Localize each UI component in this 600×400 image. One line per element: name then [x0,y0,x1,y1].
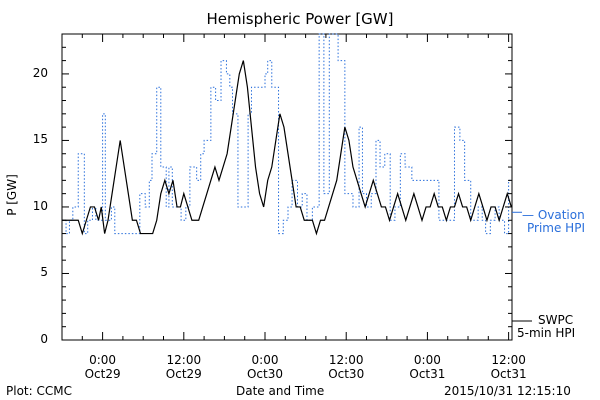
series-swpc-hpi [62,60,532,322]
plot-frame [61,33,513,341]
plot-timestamp: 2015/10/31 12:15:10 [444,384,571,398]
plot-credit: Plot: CCMC [6,384,72,398]
y-tick-label: 15 [32,132,48,147]
legend-swpc-line1: SWPC [538,313,574,327]
x-tick-label-time: 12:00 [328,353,364,367]
x-tick-label-date: Oct30 [246,367,284,381]
axes [61,33,513,341]
x-tick-label-date: Oct30 [328,367,365,381]
legend-swpc-line2: 5-min HPI [517,326,576,340]
y-tick-label: 0 [40,332,48,346]
legend-ovation-line2: Prime HPI [527,221,585,235]
chart-title: Hemispheric Power [GW] [206,10,394,28]
x-tick-label-time: 0:00 [251,353,279,367]
x-tick-label-time: 12:00 [491,353,526,367]
swpc-line [62,60,512,236]
series-ovation-prime-hpi [62,33,522,235]
ovation-step-line [62,33,512,235]
legend-ovation-line1: — Ovation [522,208,585,222]
tick-marks [61,33,512,341]
x-axis-label: Date and Time [236,384,325,398]
y-axis-label: P [GW] [5,174,19,216]
y-tick-label: 10 [32,198,48,213]
x-tick-label-time: 12:00 [166,353,202,367]
x-tick-label-date: Oct29 [165,367,202,381]
x-tick-label-time: 0:00 [89,353,117,367]
x-tick-label-time: 0:00 [413,353,441,367]
x-tick-label-date: Oct31 [490,367,527,381]
x-tick-label-date: Oct31 [409,367,446,381]
x-tick-label-date: Oct29 [84,367,121,381]
y-tick-label: 5 [40,265,48,280]
y-tick-label: 20 [32,65,48,80]
